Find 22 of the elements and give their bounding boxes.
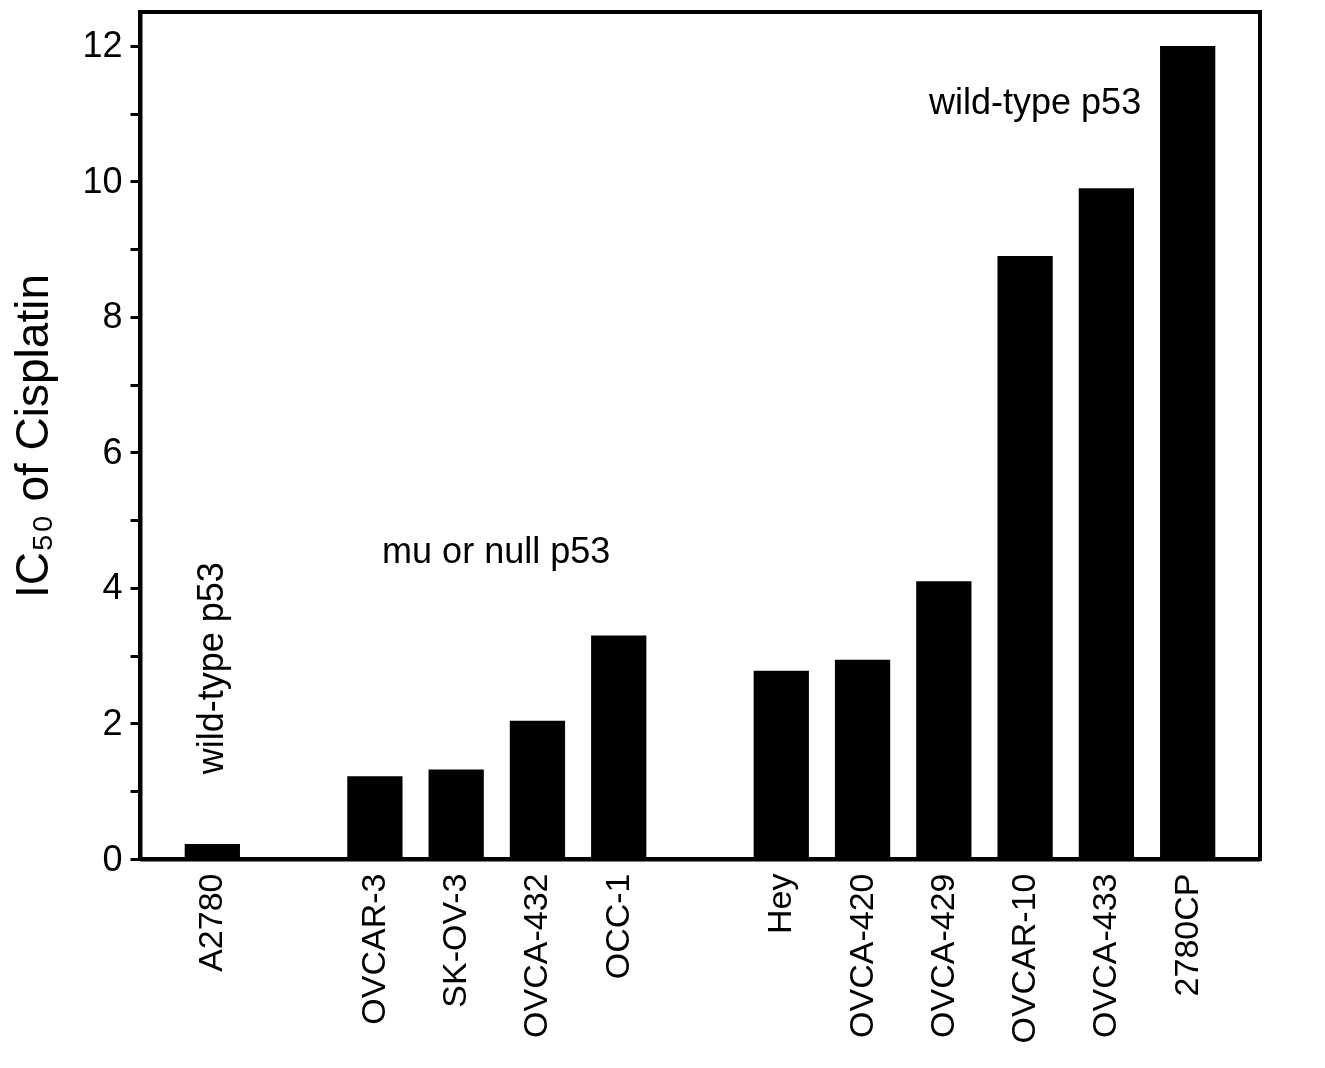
y-tick-label: 4 — [102, 566, 123, 608]
x-tick-label: OCC-1 — [597, 873, 636, 980]
x-tick-label: Hey — [760, 873, 799, 934]
x-tick-label: A2780 — [191, 873, 230, 972]
y-tick-label: 10 — [82, 159, 123, 201]
y-tick-label: 0 — [102, 837, 123, 879]
y-tick-label: 2 — [102, 701, 123, 743]
x-tick-label: 2780CP — [1166, 873, 1205, 997]
x-tick-label: SK-OV-3 — [435, 873, 474, 1008]
annotation: wild-type p53 — [190, 562, 232, 776]
x-tick-label: OVCA-432 — [516, 873, 555, 1038]
x-tick-label: OVCA-420 — [841, 873, 880, 1038]
annotation: mu or null p53 — [382, 530, 611, 572]
x-tick-label: OVCA-429 — [922, 873, 961, 1038]
x-tick-label: OVCAR-10 — [1004, 873, 1043, 1044]
y-tick-label: 12 — [82, 24, 123, 66]
y-tick-label: 6 — [102, 430, 123, 472]
x-tick-label: OVCA-433 — [1085, 873, 1124, 1038]
y-axis-title: IC₅₀ of Cisplatin — [6, 274, 59, 598]
annotation: wild-type p53 — [928, 81, 1142, 123]
x-tick-label: OVCAR-3 — [353, 873, 392, 1025]
y-tick-label: 8 — [102, 295, 123, 337]
